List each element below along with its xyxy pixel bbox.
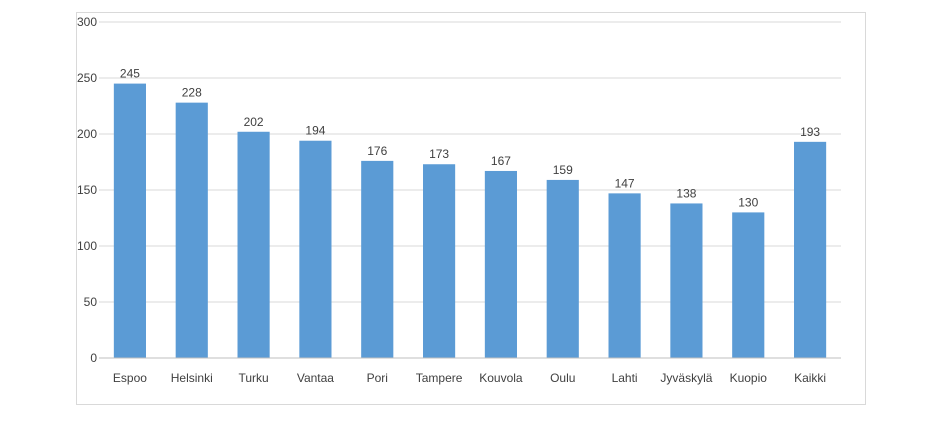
x-tick-label: Kouvola (479, 371, 523, 385)
data-label: 193 (800, 125, 820, 139)
bar-oulu (546, 179, 579, 358)
x-tick-label: Helsinki (171, 371, 213, 385)
bar-turku (237, 131, 270, 358)
data-label: 176 (367, 144, 387, 158)
x-tick-label: Jyväskylä (660, 371, 712, 385)
bar-helsinki (175, 102, 208, 358)
x-tick-label: Vantaa (297, 371, 334, 385)
bar-vantaa (299, 140, 332, 358)
y-tick-label: 300 (77, 15, 97, 29)
data-label: 245 (120, 67, 140, 81)
data-label: 167 (491, 154, 511, 168)
y-tick-label: 200 (77, 127, 97, 141)
grid-lines (99, 21, 841, 303)
data-label: 159 (553, 163, 573, 177)
y-tick-label: 150 (77, 183, 97, 197)
y-tick-label: 50 (84, 295, 98, 309)
x-tick-label: Kuopio (730, 371, 768, 385)
x-tick-label: Pori (367, 371, 388, 385)
data-label: 138 (676, 186, 696, 200)
data-label: 194 (305, 124, 325, 138)
data-label: 173 (429, 147, 449, 161)
y-tick-label: 250 (77, 71, 97, 85)
data-labels: 245 228 202 194 176 173 167 159 147 138 130 193 (120, 67, 821, 210)
bar-lahti (608, 193, 641, 358)
data-label: 202 (244, 115, 264, 129)
data-label: 147 (615, 176, 635, 190)
y-tick-label: 100 (77, 239, 97, 253)
x-tick-label: Turku (238, 371, 268, 385)
bar-kuopio (732, 212, 765, 358)
bar-jyväskylä (670, 203, 703, 358)
x-tick-label: Kaikki (794, 371, 826, 385)
bar-kouvola (484, 170, 517, 358)
x-axis: Espoo Helsinki Turku Vantaa Pori Tampere Kouvo… (99, 357, 841, 385)
x-tick-label: Lahti (612, 371, 638, 385)
data-label: 130 (738, 195, 758, 209)
x-tick-label: Oulu (550, 371, 575, 385)
bar-tampere (423, 164, 456, 358)
bars (113, 83, 827, 358)
x-tick-label: Espoo (113, 371, 147, 385)
bar-pori (361, 160, 394, 358)
data-label: 228 (182, 86, 202, 100)
bar-kaikki (794, 141, 827, 358)
bar-espoo (113, 83, 146, 358)
y-tick-label: 0 (90, 351, 97, 365)
x-tick-label: Tampere (416, 371, 463, 385)
y-axis: 0 50 100 150 200 250 300 (77, 15, 97, 365)
